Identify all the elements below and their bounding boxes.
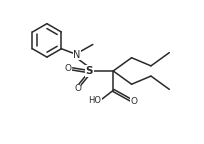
Text: O: O — [65, 64, 72, 73]
Text: O: O — [130, 97, 137, 106]
Text: O: O — [74, 84, 81, 93]
Text: N: N — [73, 50, 81, 60]
Text: HO: HO — [88, 96, 101, 105]
Text: S: S — [86, 66, 93, 76]
